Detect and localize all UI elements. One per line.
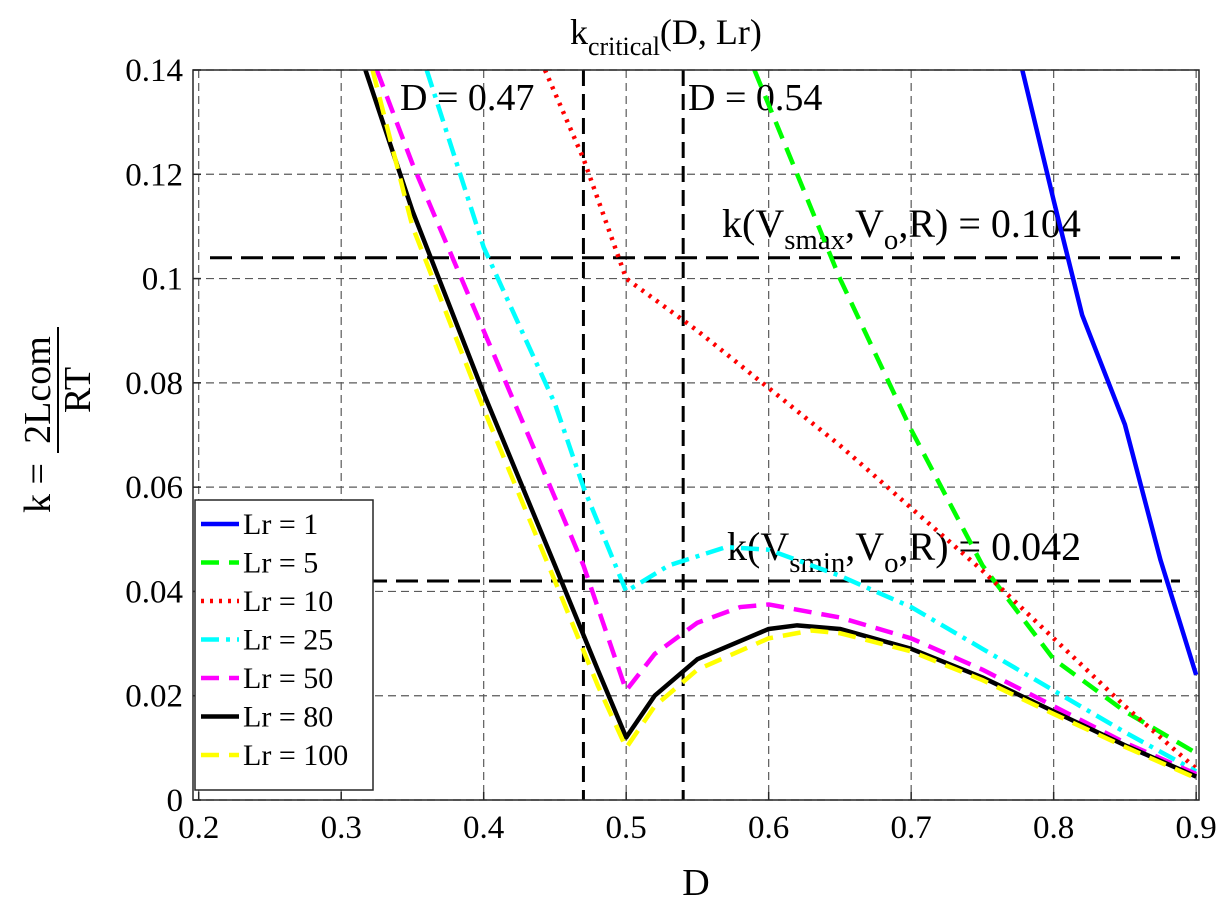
text-part: k(V xyxy=(722,201,784,246)
subscript: smax xyxy=(784,224,845,256)
subscript: o xyxy=(884,224,898,256)
legend-label: Lr = 50 xyxy=(243,662,333,695)
x-tick-label: 0.3 xyxy=(321,810,362,846)
axes-box xyxy=(192,69,1200,801)
series-line xyxy=(542,70,1198,771)
text-part: (D, Lr) xyxy=(660,12,762,52)
annotation: k(Vsmin,Vo,R) = 0.042 xyxy=(727,524,1081,579)
y-tick-label: 0.04 xyxy=(125,574,183,610)
annotation: D = 0.47 xyxy=(400,77,534,119)
y-tick-label: 0.1 xyxy=(142,262,183,298)
x-tick-label: 0.6 xyxy=(748,810,789,846)
text-part: D = 0.54 xyxy=(688,77,822,119)
y-label-numerator: 2Lcom xyxy=(17,336,59,444)
plot-lines xyxy=(363,70,1199,781)
x-tick-label: 0.9 xyxy=(1176,810,1217,846)
legend-label: Lr = 1 xyxy=(243,508,318,541)
text-part: ,R) = 0.042 xyxy=(899,524,1082,569)
legend-label: Lr = 25 xyxy=(243,624,333,657)
annotation: D = 0.54 xyxy=(688,77,822,119)
legend-box xyxy=(194,499,374,791)
y-label-lhs: k = xyxy=(17,463,59,513)
legend-label: Lr = 10 xyxy=(243,585,333,618)
x-tick-label: 0.4 xyxy=(463,810,504,846)
y-tick-label: 0 xyxy=(167,783,184,819)
series-line xyxy=(370,70,1198,781)
x-tick-label: 0.8 xyxy=(1033,810,1074,846)
x-axis-label: D xyxy=(682,862,709,904)
text-part: ,V xyxy=(845,524,884,569)
text-part: ,V xyxy=(845,201,884,246)
x-tick-label: 0.7 xyxy=(891,810,932,846)
legend-label: Lr = 80 xyxy=(243,701,333,734)
series-line xyxy=(374,70,1198,776)
chart-title: kcritical(D, Lr) xyxy=(570,12,762,61)
y-tick-label: 0.08 xyxy=(125,366,183,402)
legend-label: Lr = 5 xyxy=(243,547,318,580)
subscript: o xyxy=(884,547,898,579)
legend-label: Lr = 100 xyxy=(243,739,348,772)
x-tick-label: 0.5 xyxy=(606,810,647,846)
text-part: k(V xyxy=(727,524,789,569)
y-tick-label: 0.14 xyxy=(125,53,183,89)
y-label-denominator: RT xyxy=(57,367,99,413)
y-tick-label: 0.06 xyxy=(125,470,183,506)
x-tick-label: 0.2 xyxy=(178,810,219,846)
series-line xyxy=(363,70,1198,779)
y-tick-label: 0.12 xyxy=(125,157,183,193)
subscript: critical xyxy=(588,32,660,61)
text-part: k xyxy=(570,12,588,52)
series-line xyxy=(424,70,1198,774)
text-part: D = 0.47 xyxy=(400,77,534,119)
text-part: ,R) = 0.104 xyxy=(898,201,1081,246)
series-line xyxy=(1020,70,1199,676)
annotation: k(Vsmax,Vo,R) = 0.104 xyxy=(722,201,1081,256)
series-line xyxy=(752,70,1198,756)
y-tick-label: 0.02 xyxy=(125,679,183,715)
